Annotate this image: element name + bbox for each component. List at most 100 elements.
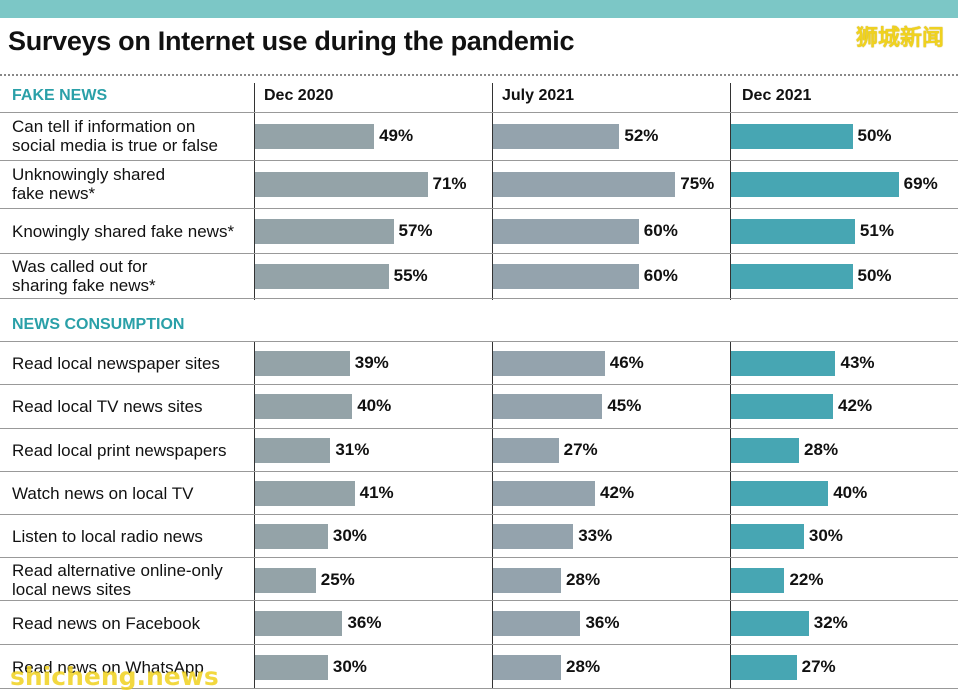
data-label: 30% — [808, 526, 843, 545]
row-divider — [0, 471, 958, 472]
bar-dec-2021 — [731, 567, 785, 593]
row-divider — [0, 341, 958, 342]
row-label: Was called out for sharing fake news* — [12, 257, 156, 295]
column-header-1: Dec 2020 — [264, 87, 334, 104]
row-divider — [0, 298, 958, 299]
bar-dec-2021 — [731, 393, 834, 419]
data-label: 45% — [607, 396, 642, 415]
data-label: 25% — [320, 570, 355, 589]
chart-title: Surveys on Internet use during the pande… — [8, 26, 575, 56]
data-label: 36% — [585, 613, 620, 632]
row-divider — [0, 644, 958, 645]
row-label: Unknowingly shared fake news* — [12, 165, 166, 203]
data-label: 27% — [563, 440, 598, 459]
bar-july-2021 — [493, 263, 639, 289]
row-divider — [0, 160, 958, 161]
bar-dec-2020 — [255, 393, 353, 419]
bar-dec-2021 — [731, 218, 855, 244]
data-label: 46% — [609, 353, 644, 372]
column-separator — [492, 83, 493, 300]
section-header: NEWS CONSUMPTION — [12, 316, 185, 333]
row-divider — [0, 384, 958, 385]
bar-dec-2020 — [255, 480, 355, 506]
data-label: 75% — [680, 174, 715, 193]
bar-dec-2020 — [255, 171, 428, 197]
data-label: 49% — [379, 126, 414, 145]
data-label: 32% — [813, 613, 848, 632]
data-label: 41% — [359, 483, 394, 502]
data-label: 71% — [432, 174, 467, 193]
data-label: 51% — [859, 221, 894, 240]
data-label: 27% — [801, 657, 836, 676]
row-divider — [0, 112, 958, 113]
title-divider — [0, 74, 958, 76]
data-label: 36% — [347, 613, 382, 632]
row-label: Read alternative online-only local news s… — [12, 561, 223, 599]
data-label: 22% — [789, 570, 824, 589]
data-label: 57% — [398, 221, 433, 240]
bar-dec-2020 — [255, 218, 394, 244]
row-label: Read local print newspapers — [12, 440, 227, 460]
data-label: 60% — [643, 221, 678, 240]
bar-dec-2021 — [731, 171, 899, 197]
bar-july-2021 — [493, 480, 596, 506]
bar-dec-2021 — [731, 610, 809, 636]
row-divider — [0, 688, 958, 689]
bar-dec-2020 — [255, 523, 328, 549]
bar-dec-2020 — [255, 350, 350, 376]
row-label: Knowingly shared fake news* — [12, 221, 235, 241]
watermark: shicheng.news — [10, 662, 219, 691]
bar-dec-2021 — [731, 123, 853, 149]
bar-dec-2020 — [255, 437, 331, 463]
column-header-3: Dec 2021 — [742, 87, 812, 104]
row-divider — [0, 208, 958, 209]
bar-dec-2021 — [731, 523, 804, 549]
row-label: Read news on Facebook — [12, 613, 201, 633]
bar-dec-2020 — [255, 654, 328, 680]
bar-july-2021 — [493, 218, 639, 244]
data-label: 33% — [578, 526, 613, 545]
bar-july-2021 — [493, 123, 620, 149]
row-divider — [0, 253, 958, 254]
data-label: 43% — [840, 353, 875, 372]
data-label: 60% — [643, 266, 678, 285]
row-divider — [0, 557, 958, 558]
bar-july-2021 — [493, 437, 559, 463]
row-divider — [0, 428, 958, 429]
bar-dec-2020 — [255, 567, 316, 593]
row-divider — [0, 600, 958, 601]
data-label: 50% — [857, 266, 892, 285]
bar-dec-2021 — [731, 654, 797, 680]
bar-dec-2021 — [731, 263, 853, 289]
section-header: FAKE NEWS — [12, 87, 108, 104]
bar-july-2021 — [493, 654, 562, 680]
bar-july-2021 — [493, 567, 562, 593]
data-label: 28% — [566, 657, 601, 676]
data-label: 28% — [566, 570, 601, 589]
data-label: 42% — [838, 396, 873, 415]
data-label: 28% — [804, 440, 839, 459]
row-label: Watch news on local TV — [12, 483, 194, 503]
row-label: Read local TV news sites — [12, 396, 203, 416]
data-label: 31% — [335, 440, 370, 459]
column-header-2: July 2021 — [502, 87, 575, 104]
row-divider — [0, 514, 958, 515]
bar-july-2021 — [493, 171, 676, 197]
column-separator — [730, 83, 731, 300]
data-label: 55% — [393, 266, 428, 285]
bar-july-2021 — [493, 610, 581, 636]
column-separator — [254, 83, 255, 300]
data-label: 39% — [354, 353, 389, 372]
row-label: Read local newspaper sites — [12, 353, 220, 373]
bar-july-2021 — [493, 393, 603, 419]
bar-july-2021 — [493, 350, 605, 376]
bar-dec-2021 — [731, 480, 829, 506]
data-label: 30% — [332, 526, 367, 545]
row-label: Listen to local radio news — [12, 526, 203, 546]
bar-dec-2020 — [255, 123, 375, 149]
data-label: 30% — [332, 657, 367, 676]
data-label: 69% — [903, 174, 938, 193]
row-label: Can tell if information on social media i… — [12, 117, 218, 155]
bar-dec-2020 — [255, 263, 389, 289]
data-label: 40% — [833, 483, 868, 502]
